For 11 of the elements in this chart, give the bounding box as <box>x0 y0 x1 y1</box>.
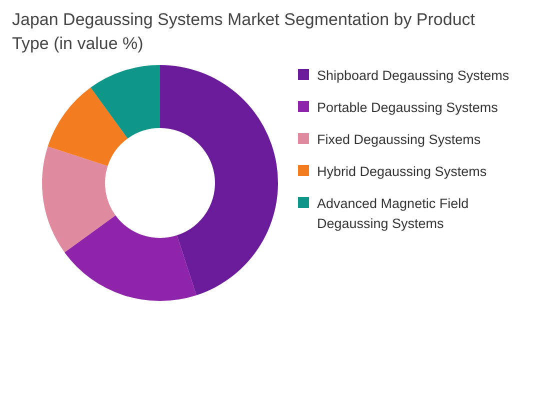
legend-label: Advanced Magnetic Field Degaussing Systems <box>317 195 470 233</box>
donut-slice <box>64 215 196 301</box>
legend-label: Shipboard Degaussing Systems <box>317 67 510 85</box>
legend-label: Portable Degaussing Systems <box>317 99 498 117</box>
donut-slice <box>48 88 128 166</box>
chart-title: Japan Degaussing Systems Market Segmentation by Product Type (in value %) <box>12 9 476 55</box>
legend-label: Fixed Degaussing Systems <box>317 131 481 149</box>
donut-slice <box>90 65 160 139</box>
donut-slice <box>42 146 116 252</box>
legend-label: Hybrid Degaussing Systems <box>317 163 487 181</box>
donut-slice <box>160 65 278 296</box>
